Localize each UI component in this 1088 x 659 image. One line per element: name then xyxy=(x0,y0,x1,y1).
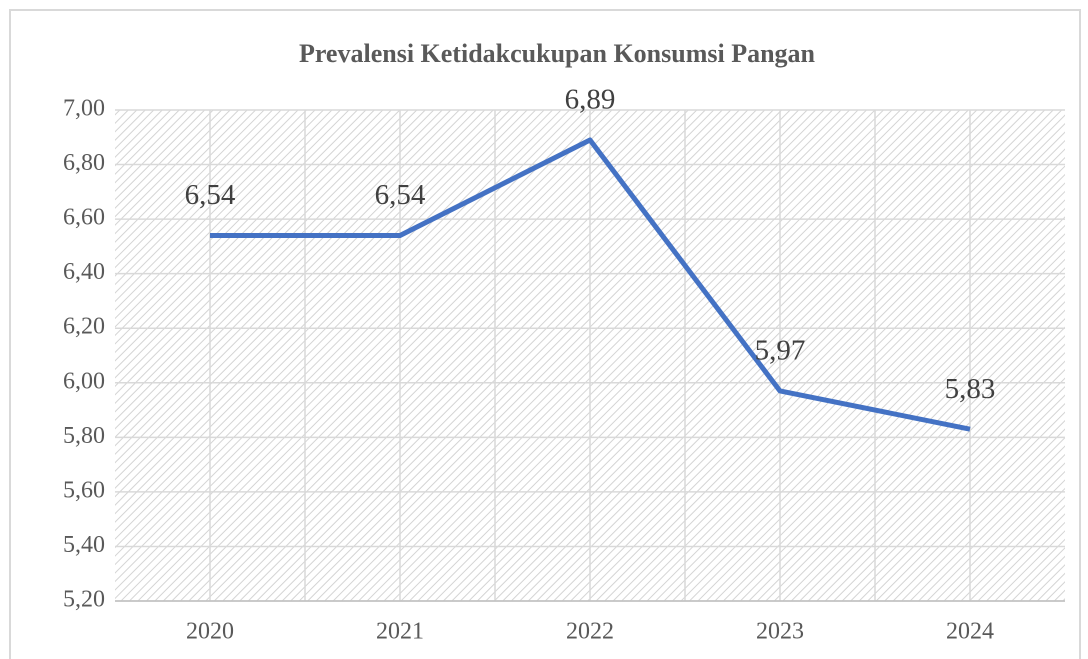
data-label: 6,54 xyxy=(185,179,236,211)
data-label: 6,54 xyxy=(375,179,426,211)
y-tick-label: 6,60 xyxy=(63,205,105,231)
y-tick-label: 7,00 xyxy=(63,96,105,122)
x-tick-label: 2022 xyxy=(566,619,614,645)
y-tick-label: 5,60 xyxy=(63,477,105,503)
data-label: 5,83 xyxy=(945,373,996,405)
y-tick-label: 6,00 xyxy=(63,368,105,394)
vertical-grid xyxy=(209,110,971,601)
y-tick-label: 5,80 xyxy=(63,423,105,449)
chart-title: Prevalensi Ketidakcukupan Konsumsi Panga… xyxy=(299,39,816,68)
data-label: 6,89 xyxy=(565,84,616,116)
y-tick-label: 5,40 xyxy=(63,532,105,558)
y-tick-label: 6,40 xyxy=(63,259,105,285)
x-tick-label: 2023 xyxy=(756,619,804,645)
x-tick-label: 2021 xyxy=(376,619,424,645)
data-label: 5,97 xyxy=(755,335,806,367)
line-series xyxy=(210,137,971,432)
x-tick-label: 2024 xyxy=(946,619,994,645)
x-tick-label: 2020 xyxy=(186,619,234,645)
y-tick-label: 6,80 xyxy=(63,150,105,176)
y-tick-label: 6,20 xyxy=(63,314,105,340)
y-tick-label: 5,20 xyxy=(63,587,105,613)
